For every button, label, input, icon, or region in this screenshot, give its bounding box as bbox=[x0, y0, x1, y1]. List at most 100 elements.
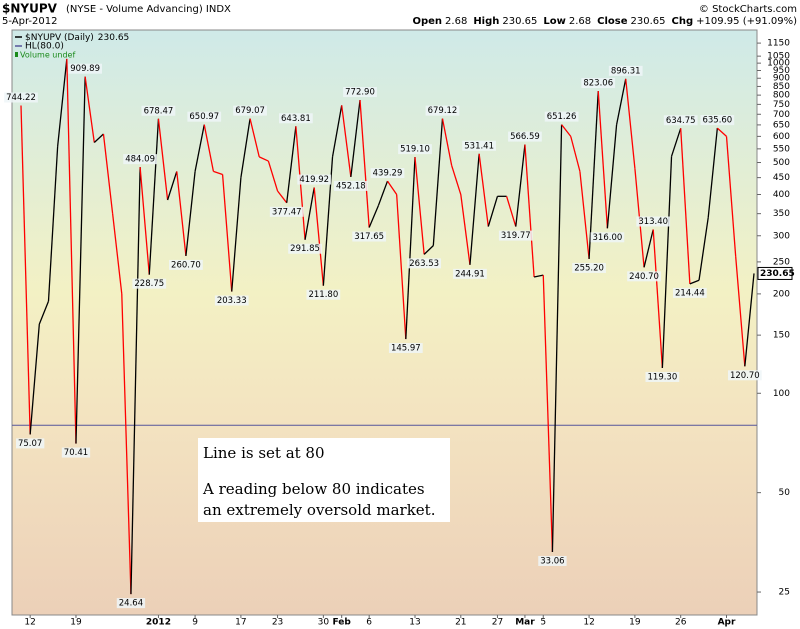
line-segment bbox=[139, 167, 150, 275]
line-segment bbox=[524, 144, 535, 278]
y-tick-label: 200 bbox=[773, 289, 790, 299]
line-segment bbox=[680, 128, 691, 284]
line-segment bbox=[505, 196, 517, 227]
value-label-bg bbox=[590, 232, 625, 243]
value-label: 531.41 bbox=[464, 141, 494, 151]
value-label: 651.26 bbox=[547, 112, 577, 122]
line-segment bbox=[405, 157, 416, 340]
line-segment bbox=[725, 136, 737, 257]
value-label-bg bbox=[187, 111, 222, 122]
y-tick-label: 800 bbox=[773, 91, 790, 101]
value-label: 263.53 bbox=[409, 259, 439, 269]
value-label: 240.70 bbox=[629, 272, 659, 282]
value-label: 823.06 bbox=[583, 79, 613, 89]
value-label-bg bbox=[68, 63, 103, 74]
x-tick-label: 27 bbox=[492, 618, 503, 628]
line-segment bbox=[130, 167, 141, 595]
value-label-bg bbox=[343, 87, 377, 98]
line-segment bbox=[441, 118, 453, 166]
line-segment bbox=[414, 157, 425, 255]
x-tick-label: 5 bbox=[540, 618, 546, 628]
y-tick-label: 700 bbox=[773, 110, 790, 120]
value-label: 313.40 bbox=[638, 217, 668, 227]
y-tick-label: 500 bbox=[773, 158, 790, 168]
value-label-bg bbox=[608, 65, 643, 76]
value-label-bg bbox=[333, 180, 368, 191]
y-tick-label: 550 bbox=[773, 144, 790, 154]
legend-entry: HL(80.0) bbox=[25, 42, 64, 52]
quote-value: +109.95 (+91.09%) bbox=[696, 16, 797, 27]
value-label: 33.06 bbox=[540, 556, 564, 566]
line-segment bbox=[716, 127, 727, 137]
value-label-bg bbox=[352, 231, 387, 242]
line-segment bbox=[93, 133, 104, 143]
quote-label: Low bbox=[543, 16, 565, 27]
value-label-bg bbox=[453, 268, 487, 279]
value-label: 316.00 bbox=[593, 233, 623, 243]
line-segment bbox=[57, 58, 68, 147]
line-segment bbox=[102, 133, 114, 214]
line-segment bbox=[221, 174, 233, 292]
line-segment bbox=[396, 194, 407, 340]
line-segment bbox=[350, 99, 361, 178]
value-label: 679.12 bbox=[428, 106, 458, 116]
value-label: 896.31 bbox=[611, 66, 641, 76]
line-segment bbox=[213, 170, 223, 176]
value-label-bg bbox=[370, 168, 405, 179]
y-tick-label: 400 bbox=[773, 190, 790, 200]
value-label: 635.60 bbox=[702, 116, 732, 126]
line-segment bbox=[203, 124, 215, 172]
date: 5-Apr-2012 bbox=[2, 16, 57, 27]
value-label: 484.09 bbox=[125, 155, 155, 165]
line-segment bbox=[469, 153, 480, 265]
line-segment bbox=[487, 196, 499, 227]
value-label: 643.81 bbox=[281, 114, 311, 124]
x-tick-label: 21 bbox=[455, 618, 466, 628]
value-label-bg bbox=[727, 370, 762, 381]
y-tick-label: 600 bbox=[773, 132, 790, 142]
line-segment bbox=[359, 100, 370, 228]
value-label: 744.22 bbox=[6, 93, 36, 103]
value-label: 909.89 bbox=[70, 64, 100, 74]
value-label-bg bbox=[398, 144, 432, 155]
line-segment bbox=[661, 156, 673, 368]
x-tick-label: 6 bbox=[366, 618, 372, 628]
legend-value: 230.65 bbox=[98, 33, 130, 43]
line-segment bbox=[84, 76, 95, 143]
quote-value: 2.68 bbox=[445, 16, 467, 27]
line-segment bbox=[29, 324, 40, 435]
value-label: 203.33 bbox=[217, 296, 247, 306]
line-segment bbox=[625, 78, 636, 169]
line-segment bbox=[707, 128, 718, 218]
value-label-bg bbox=[306, 289, 341, 300]
last-value-box bbox=[757, 266, 793, 280]
legend-entry: Volume undef bbox=[20, 51, 75, 60]
annotation-text: Line is set at 80 bbox=[203, 444, 325, 462]
legend-entry: $NYUPV (Daily) 230.65 bbox=[25, 33, 129, 43]
line-segment bbox=[460, 194, 471, 265]
value-label-bg bbox=[508, 131, 542, 142]
x-tick-label: 9 bbox=[192, 618, 198, 628]
line-segment bbox=[423, 245, 434, 255]
x-tick-label: 17 bbox=[235, 618, 246, 628]
x-tick-label: Apr bbox=[718, 618, 736, 628]
value-label-bg bbox=[15, 438, 45, 449]
value-label-bg bbox=[462, 140, 496, 151]
value-label: 650.97 bbox=[189, 112, 219, 122]
line-segment bbox=[121, 293, 132, 595]
line-segment bbox=[698, 217, 709, 281]
symbol: $NYUPV bbox=[2, 2, 58, 16]
x-tick-label: 19 bbox=[70, 618, 82, 628]
line-segment bbox=[570, 136, 581, 172]
quote-value: 230.65 bbox=[502, 16, 537, 27]
value-label-bg bbox=[4, 92, 38, 103]
line-segment bbox=[157, 118, 169, 201]
value-label-bg bbox=[288, 243, 322, 254]
value-label-bg bbox=[388, 343, 423, 354]
value-label-bg bbox=[636, 216, 671, 227]
x-tick-label: 12 bbox=[583, 618, 594, 628]
value-label: 244.91 bbox=[455, 269, 485, 279]
line-segment bbox=[111, 213, 123, 294]
line-segment bbox=[38, 301, 50, 325]
line-segment bbox=[515, 144, 526, 227]
